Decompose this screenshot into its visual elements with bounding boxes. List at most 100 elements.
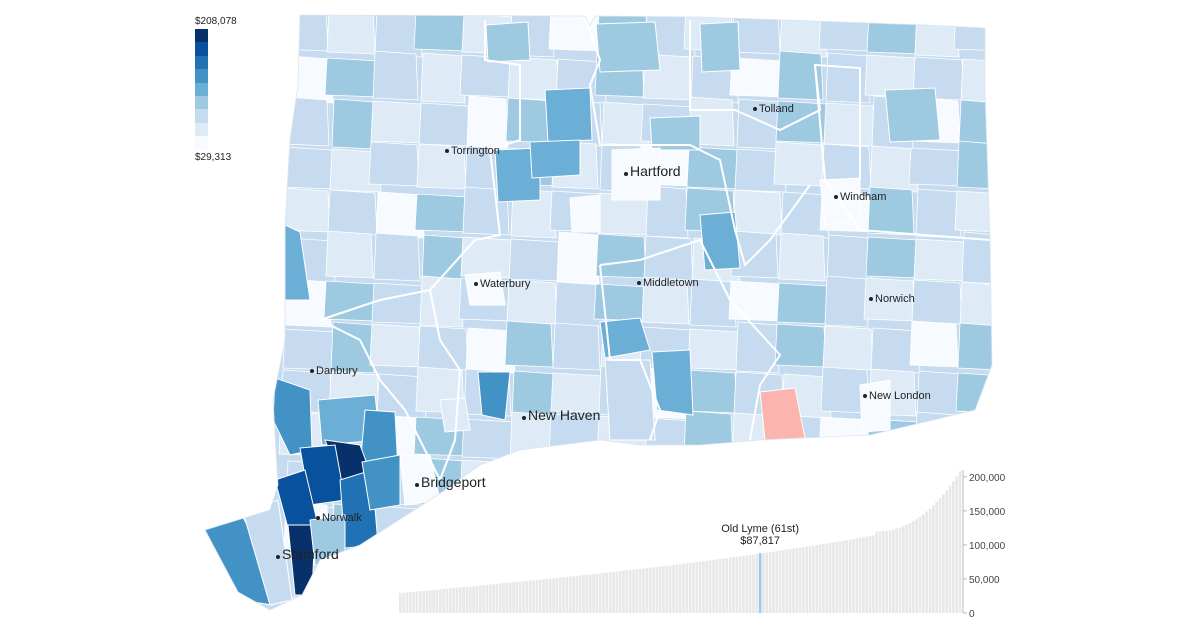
rank-bar	[415, 591, 419, 613]
rank-bar	[738, 556, 742, 613]
city-label: Bridgeport	[421, 474, 486, 490]
legend-swatch	[195, 69, 208, 83]
city-label: New Haven	[528, 407, 600, 423]
town-shape	[504, 320, 554, 368]
city-label: Norwich	[875, 293, 915, 305]
city-label: Hartford	[630, 163, 681, 179]
town-shape	[466, 95, 509, 150]
town-shape	[776, 282, 831, 325]
city-dot	[445, 149, 449, 153]
rank-bar	[715, 559, 719, 613]
town-shape	[604, 359, 656, 441]
city-marker: Hartford	[624, 163, 681, 179]
town-shape	[641, 276, 690, 325]
rank-bar	[685, 563, 689, 613]
rank-bar	[602, 572, 605, 613]
rank-bar	[908, 523, 912, 613]
rank-bar	[932, 505, 935, 613]
town-shape	[368, 141, 420, 187]
town-shape	[611, 147, 661, 201]
town-shape	[327, 189, 378, 236]
rank-bar	[492, 584, 495, 613]
city-dot	[522, 416, 526, 420]
rank-bar	[848, 539, 852, 613]
rank-bar	[575, 575, 579, 613]
town-shape	[373, 232, 421, 282]
rank-bar	[508, 582, 512, 613]
town-shape	[279, 187, 331, 233]
town-shape	[361, 454, 401, 511]
rank-bar	[598, 573, 602, 613]
town-shape	[556, 231, 600, 285]
rank-bar	[942, 494, 945, 613]
y-tick-label: 50,000	[969, 575, 1000, 586]
county-border	[429, 289, 462, 481]
town-shape	[777, 50, 824, 101]
town-shape	[735, 321, 780, 374]
town-shape	[957, 322, 992, 371]
county-border	[319, 20, 521, 321]
rank-bar	[868, 536, 872, 613]
city-label: Waterbury	[480, 278, 531, 290]
town-shape	[915, 188, 962, 239]
town-shape	[548, 15, 602, 52]
legend-color-ramp	[195, 29, 208, 150]
town-shape	[324, 57, 381, 98]
rank-bar	[792, 548, 795, 613]
y-tick-label: 150,000	[969, 507, 1006, 518]
rank-bar	[802, 547, 805, 613]
rank-bar	[608, 572, 612, 613]
rank-bar	[645, 568, 649, 613]
town-shape	[914, 15, 960, 58]
county-border	[584, 17, 811, 267]
rank-bar	[648, 567, 652, 613]
rank-bar	[452, 588, 455, 613]
rank-bar	[525, 580, 529, 613]
rank-bar	[548, 578, 552, 613]
city-marker: Norwich	[869, 293, 915, 305]
rank-bar	[425, 590, 429, 613]
town-shape	[419, 275, 464, 328]
city-marker: Stamford	[276, 546, 339, 562]
rank-bar	[822, 543, 825, 613]
town-shape	[282, 328, 337, 371]
legend-min-label: $29,313	[195, 152, 232, 163]
rank-bar	[665, 565, 669, 613]
city-dot	[753, 107, 757, 111]
rank-bar	[905, 524, 909, 613]
highlight-bar	[758, 553, 762, 613]
rank-bar	[518, 581, 522, 613]
rank-bar	[812, 545, 815, 613]
rank-bar	[712, 559, 715, 613]
town-shape	[914, 411, 960, 463]
town-shape	[685, 369, 738, 414]
rank-bar	[675, 564, 679, 613]
rank-bar	[458, 587, 462, 613]
rank-bar	[945, 490, 949, 613]
rank-bar	[718, 559, 722, 613]
town-shape	[953, 413, 992, 457]
highlight-label: Old Lyme (61st)	[721, 523, 799, 535]
town-shape	[370, 505, 424, 549]
rank-bar	[408, 592, 412, 613]
rank-bar	[399, 593, 402, 613]
rank-bar	[455, 587, 459, 613]
rank-bar	[612, 571, 615, 613]
city-dot	[474, 282, 478, 286]
rank-bar	[798, 547, 802, 613]
town-shape	[777, 455, 824, 506]
legend-swatch	[195, 122, 208, 137]
rank-bar	[888, 530, 892, 613]
rank-bar	[652, 567, 655, 613]
town-shape	[372, 50, 419, 101]
rank-bar	[512, 582, 515, 613]
rank-bar	[515, 581, 519, 613]
town-shape	[960, 58, 992, 104]
rank-bar	[578, 575, 582, 613]
town-shape	[553, 504, 603, 552]
town-shape	[699, 21, 741, 73]
city-dot	[415, 483, 419, 487]
town-shape	[825, 457, 871, 509]
town-shape	[569, 194, 601, 233]
rank-bar	[588, 574, 592, 613]
